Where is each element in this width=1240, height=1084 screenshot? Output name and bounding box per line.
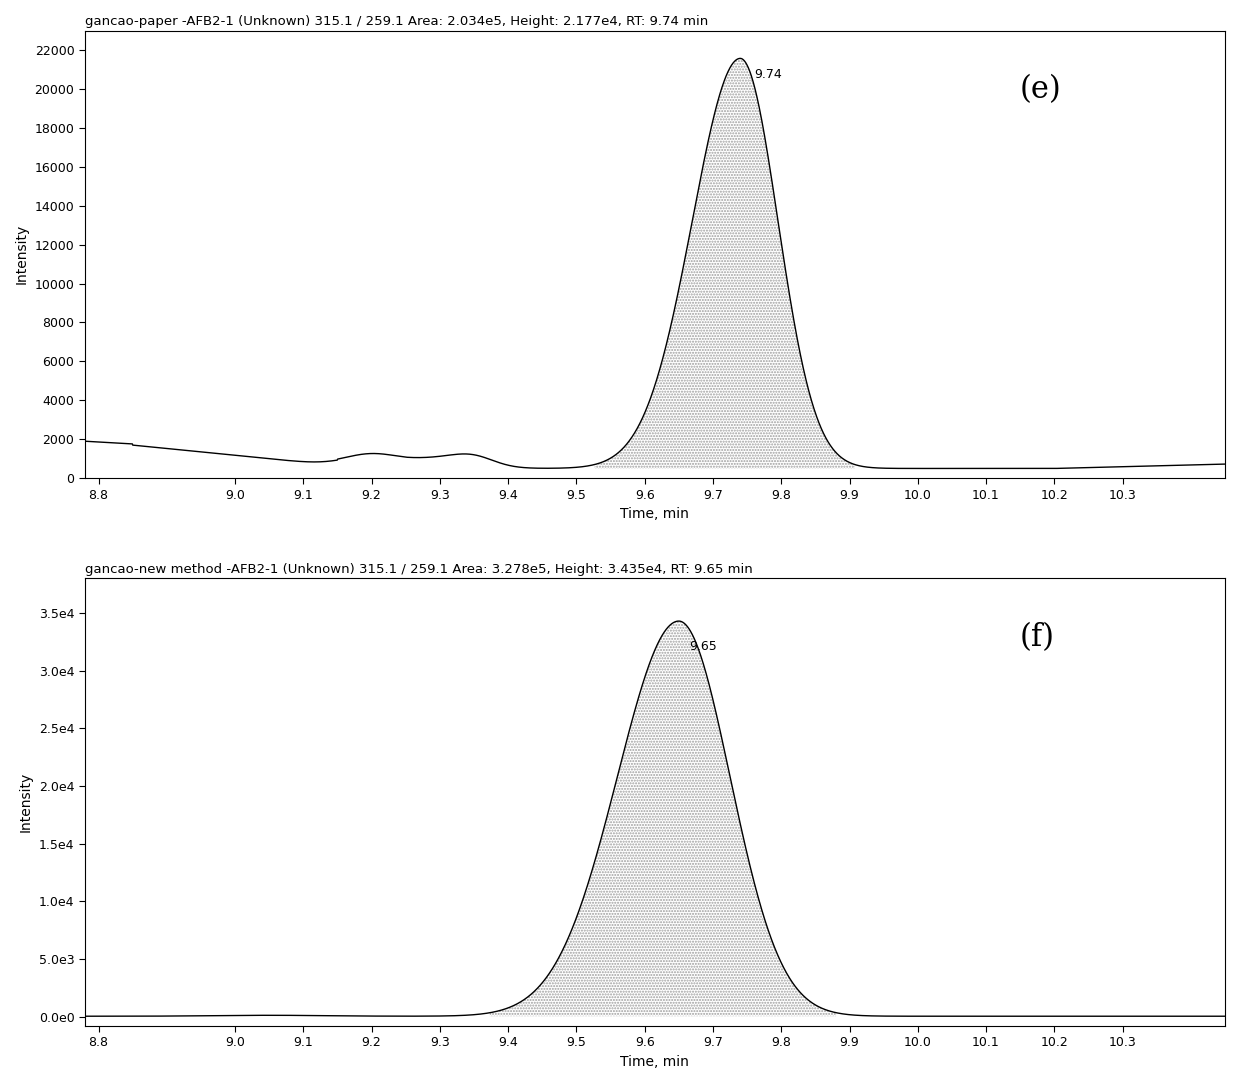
Text: gancao-paper -AFB2-1 (Unknown) 315.1 / 259.1 Area: 2.034e5, Height: 2.177e4, RT:: gancao-paper -AFB2-1 (Unknown) 315.1 / 2… — [84, 15, 708, 28]
Text: (f): (f) — [1019, 621, 1055, 653]
X-axis label: Time, min: Time, min — [620, 1055, 689, 1069]
Y-axis label: Intensity: Intensity — [19, 772, 33, 833]
Text: (e): (e) — [1019, 74, 1061, 105]
Text: gancao-new method -AFB2-1 (Unknown) 315.1 / 259.1 Area: 3.278e5, Height: 3.435e4: gancao-new method -AFB2-1 (Unknown) 315.… — [84, 563, 753, 576]
Text: 9.74: 9.74 — [754, 68, 781, 81]
Y-axis label: Intensity: Intensity — [15, 224, 29, 284]
X-axis label: Time, min: Time, min — [620, 507, 689, 521]
Text: 9.65: 9.65 — [689, 640, 717, 653]
